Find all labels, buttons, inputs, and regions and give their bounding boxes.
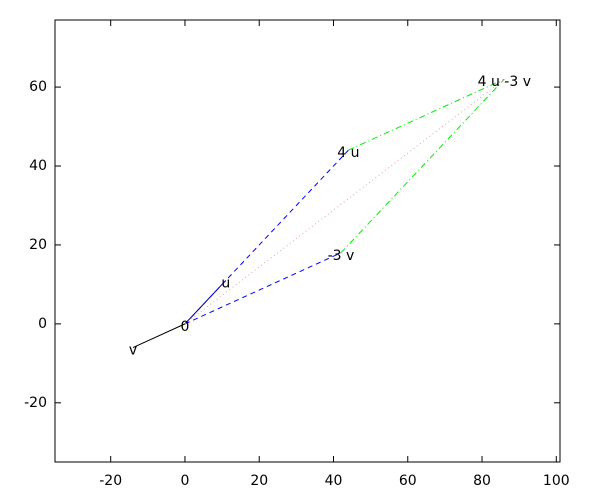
y-tick-label: 20 bbox=[29, 237, 47, 253]
vector bbox=[132, 323, 186, 349]
plot-frame bbox=[54, 19, 561, 463]
point-label: 4 u -3 v bbox=[478, 74, 531, 90]
x-tick-label: 0 bbox=[181, 473, 190, 489]
point-label: 4 u bbox=[337, 145, 359, 161]
point-label: -3 v bbox=[328, 248, 355, 264]
point-label: u bbox=[221, 275, 230, 291]
x-tick-label: 20 bbox=[250, 473, 268, 489]
vector bbox=[340, 78, 505, 254]
point-label: 0 bbox=[181, 319, 190, 335]
y-tick-label: 40 bbox=[29, 158, 47, 174]
x-tick-label: 80 bbox=[473, 473, 491, 489]
x-tick-label: 60 bbox=[399, 473, 417, 489]
x-tick-label: -20 bbox=[99, 473, 122, 489]
vector bbox=[184, 252, 342, 325]
y-tick-label: -20 bbox=[24, 395, 47, 411]
vector bbox=[184, 78, 505, 325]
x-tick-label: 100 bbox=[543, 473, 570, 489]
y-tick-label: 0 bbox=[38, 316, 47, 332]
point-label: v bbox=[129, 343, 137, 359]
x-tick-label: 40 bbox=[325, 473, 343, 489]
vector bbox=[348, 78, 505, 151]
y-tick-label: 60 bbox=[29, 79, 47, 95]
vector bbox=[184, 149, 349, 325]
